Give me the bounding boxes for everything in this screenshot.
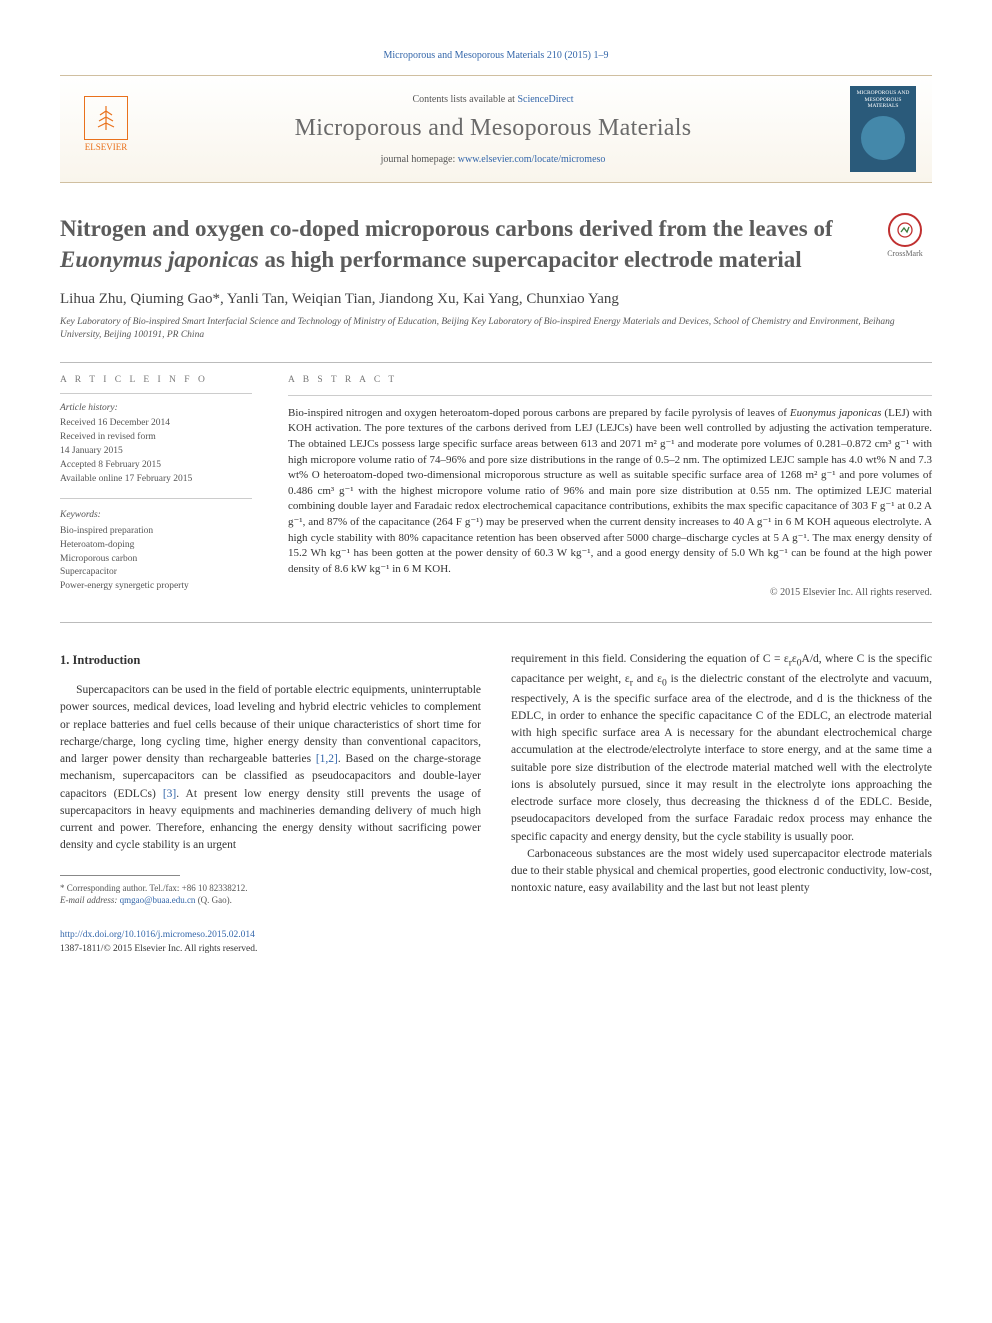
- contents-available-line: Contents lists available at ScienceDirec…: [154, 94, 832, 105]
- citation: Microporous and Mesoporous Materials 210…: [60, 50, 932, 61]
- article-info-column: A R T I C L E I N F O Article history: R…: [60, 375, 252, 599]
- article-info-heading: A R T I C L E I N F O: [60, 375, 252, 385]
- homepage-line: journal homepage: www.elsevier.com/locat…: [154, 154, 832, 165]
- affiliation: Key Laboratory of Bio-inspired Smart Int…: [60, 316, 932, 342]
- footnote-rule: [60, 875, 180, 876]
- corresponding-email-link[interactable]: qmgao@buaa.edu.cn: [120, 895, 196, 905]
- body-col-right: requirement in this field. Considering t…: [511, 651, 932, 956]
- history-text: Received 16 December 2014Received in rev…: [60, 417, 252, 486]
- article-title: Nitrogen and oxygen co-doped microporous…: [60, 213, 862, 275]
- intro-paragraph-2: Carbonaceous substances are the most wid…: [511, 846, 932, 898]
- divider: [60, 362, 932, 363]
- page-footer: http://dx.doi.org/10.1016/j.micromeso.20…: [60, 929, 481, 957]
- elsevier-tree-icon: [84, 96, 128, 140]
- doi-link[interactable]: http://dx.doi.org/10.1016/j.micromeso.20…: [60, 930, 255, 940]
- body-columns: 1. Introduction Supercapacitors can be u…: [60, 651, 932, 956]
- elsevier-logo: ELSEVIER: [76, 96, 136, 162]
- cover-thumb-image: [861, 116, 905, 160]
- email-suffix: (Q. Gao).: [195, 895, 232, 905]
- publisher-name: ELSEVIER: [85, 142, 128, 152]
- homepage-prefix: journal homepage:: [381, 154, 458, 165]
- email-label: E-mail address:: [60, 895, 120, 905]
- crossmark-widget[interactable]: CrossMark: [878, 213, 932, 258]
- contents-prefix: Contents lists available at: [412, 94, 517, 105]
- keywords-label: Keywords:: [60, 509, 252, 523]
- info-divider: [60, 498, 252, 499]
- keywords-text: Bio-inspired preparationHeteroatom-dopin…: [60, 525, 252, 594]
- introduction-heading: 1. Introduction: [60, 651, 481, 670]
- abstract-heading: A B S T R A C T: [288, 375, 932, 385]
- abstract-subdivider: [288, 395, 932, 396]
- cover-thumb-title: MICROPOROUS AND MESOPOROUS MATERIALS: [854, 90, 912, 110]
- abstract-text: Bio-inspired nitrogen and oxygen heteroa…: [288, 406, 932, 578]
- email-line: E-mail address: qmgao@buaa.edu.cn (Q. Ga…: [60, 894, 481, 907]
- body-divider: [60, 622, 932, 623]
- info-subdivider: [60, 393, 252, 394]
- authors-line: Lihua Zhu, Qiuming Gao*, Yanli Tan, Weiq…: [60, 291, 932, 308]
- journal-homepage-link[interactable]: www.elsevier.com/locate/micromeso: [458, 154, 606, 165]
- intro-paragraph-1: Supercapacitors can be used in the field…: [60, 682, 481, 855]
- header-center: Contents lists available at ScienceDirec…: [154, 94, 832, 165]
- intro-paragraph-cont: requirement in this field. Considering t…: [511, 651, 932, 846]
- crossmark-icon: [888, 213, 922, 247]
- body-col-left: 1. Introduction Supercapacitors can be u…: [60, 651, 481, 956]
- journal-name: Microporous and Mesoporous Materials: [154, 115, 832, 142]
- corresponding-author-note: * Corresponding author. Tel./fax: +86 10…: [60, 882, 481, 895]
- issn-copyright: 1387-1811/© 2015 Elsevier Inc. All right…: [60, 944, 257, 954]
- journal-cover-thumbnail: MICROPOROUS AND MESOPOROUS MATERIALS: [850, 86, 916, 172]
- history-label: Article history:: [60, 402, 252, 416]
- crossmark-label: CrossMark: [887, 249, 923, 258]
- sciencedirect-link[interactable]: ScienceDirect: [517, 94, 573, 105]
- footnotes: * Corresponding author. Tel./fax: +86 10…: [60, 882, 481, 907]
- abstract-copyright: © 2015 Elsevier Inc. All rights reserved…: [288, 587, 932, 598]
- journal-header: ELSEVIER Contents lists available at Sci…: [60, 75, 932, 183]
- abstract-column: A B S T R A C T Bio-inspired nitrogen an…: [288, 375, 932, 599]
